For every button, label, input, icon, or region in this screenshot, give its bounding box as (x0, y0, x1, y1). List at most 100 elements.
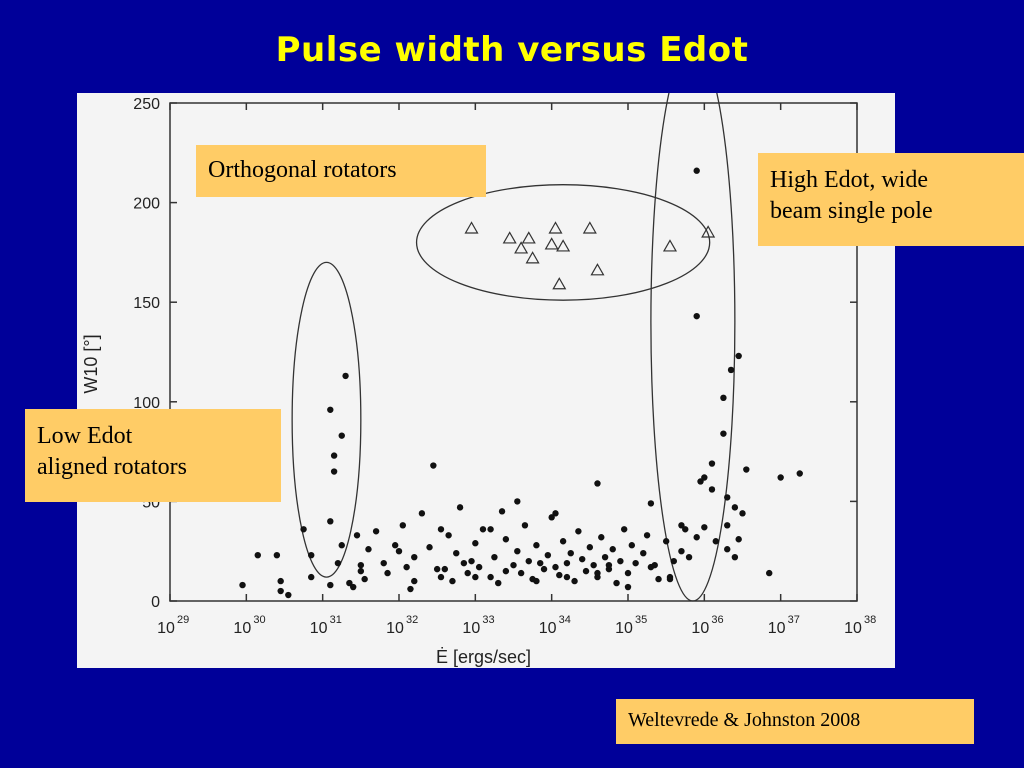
triangle-point (662, 239, 678, 252)
data-point (720, 394, 727, 402)
x-tick-exponent: 37 (788, 614, 800, 626)
x-tick-exponent: 35 (635, 614, 647, 626)
data-point (697, 478, 704, 485)
data-point (590, 561, 597, 569)
data-point (453, 549, 460, 557)
slide-title: Pulse width versus Edot (275, 30, 749, 70)
data-point (391, 542, 399, 549)
data-point (460, 559, 468, 567)
data-point (357, 561, 365, 569)
data-point (327, 406, 334, 413)
data-point (643, 532, 651, 539)
data-point (620, 526, 628, 533)
data-point (693, 534, 700, 541)
data-point (403, 563, 410, 571)
low-edot-label-line-2: aligned rotators (37, 454, 187, 480)
data-point (567, 549, 574, 557)
data-point (552, 510, 559, 517)
data-point (273, 551, 281, 559)
data-point (441, 565, 448, 573)
data-point (739, 510, 746, 517)
data-point (357, 567, 365, 575)
data-point (731, 553, 739, 561)
triangle-point (590, 263, 605, 276)
data-point (617, 557, 624, 565)
data-point (495, 579, 502, 587)
data-point (533, 577, 540, 585)
data-point (472, 573, 479, 581)
data-point (350, 583, 357, 591)
data-point (449, 577, 456, 585)
data-point (510, 561, 517, 569)
data-point (605, 561, 613, 569)
triangle-point (525, 251, 540, 264)
triangle-point (521, 231, 536, 244)
data-point (380, 559, 387, 567)
data-point (498, 508, 506, 515)
data-point (701, 524, 708, 531)
low-edot-callout: Low Edot aligned rotators (25, 409, 281, 502)
y-axis-label: W10 [°] (81, 334, 101, 393)
data-point (693, 312, 700, 320)
high-edot-label-line-2: beam single pole (770, 198, 933, 224)
data-point (346, 579, 353, 587)
group-ellipse (650, 93, 736, 602)
data-point (254, 551, 261, 559)
data-point (411, 577, 418, 585)
data-point (395, 548, 403, 555)
data-point (330, 452, 338, 459)
data-point (418, 510, 426, 517)
data-point (712, 538, 719, 545)
data-point (563, 559, 571, 567)
data-point (384, 569, 391, 577)
data-point (682, 526, 689, 533)
data-point (647, 500, 655, 507)
data-point (399, 522, 407, 529)
data-point (563, 573, 571, 581)
data-point (743, 466, 750, 473)
data-point (662, 538, 670, 545)
triangle-point (464, 221, 479, 234)
data-point (361, 575, 368, 583)
data-point (678, 522, 685, 529)
data-point (533, 542, 540, 549)
high-edot-label-line-1: High Edot, wide (770, 167, 928, 193)
data-point (517, 569, 525, 577)
triangle-point (552, 277, 567, 290)
data-point (727, 366, 735, 374)
data-point (353, 532, 361, 539)
triangle-point (556, 239, 571, 252)
triangle-point (548, 221, 563, 234)
data-point (430, 462, 437, 469)
data-point (579, 555, 586, 563)
data-point (670, 557, 677, 565)
data-point (502, 567, 510, 575)
data-point (491, 553, 498, 561)
data-point (594, 569, 601, 577)
data-point (586, 544, 594, 551)
data-point (239, 581, 246, 589)
x-tick-label: 10 (691, 620, 709, 637)
data-point (479, 526, 487, 533)
data-point (632, 559, 639, 567)
data-point (724, 522, 731, 529)
data-point (407, 585, 414, 593)
data-point (464, 569, 471, 577)
data-point (330, 468, 338, 475)
data-point (666, 575, 674, 583)
data-point (540, 565, 548, 573)
data-point (338, 432, 345, 439)
data-point (544, 551, 552, 559)
data-point (502, 536, 510, 543)
data-point (552, 563, 559, 571)
data-point (582, 567, 590, 575)
x-tick-label: 10 (844, 620, 862, 637)
data-point (525, 557, 532, 565)
x-tick-exponent: 31 (330, 614, 342, 626)
y-tick-label: 100 (133, 395, 160, 412)
data-point (693, 167, 700, 174)
orthogonal-rotators-label: Orthogonal rotators (208, 157, 397, 183)
triangle-point (701, 225, 716, 238)
data-point (708, 486, 716, 493)
